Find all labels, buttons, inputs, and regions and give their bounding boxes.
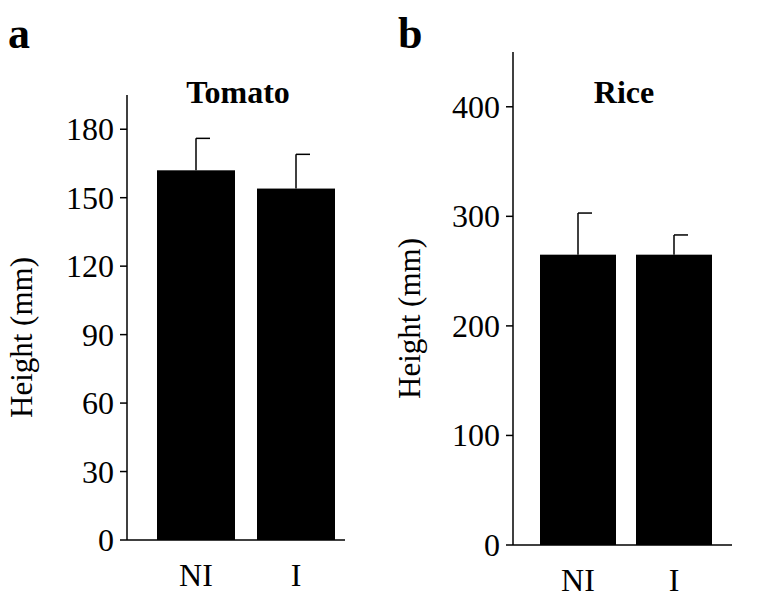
x-tick-label: I [669, 562, 680, 598]
error-stem [577, 213, 579, 255]
bar [257, 189, 335, 540]
x-tick-label: NI [179, 557, 213, 593]
panel-label: a [8, 9, 30, 58]
marks [540, 213, 712, 545]
y-tick [120, 197, 127, 199]
y-tick-label: 100 [452, 417, 500, 453]
y-tick-label: 0 [484, 527, 500, 563]
y-tick [120, 334, 127, 336]
y-tick-label: 180 [66, 111, 114, 147]
error-bar [296, 154, 310, 188]
y-tick-label: 60 [82, 385, 114, 421]
figure: a Tomato Height (mm) 0 30 60 90 120 150 180 NI Ib Ri… [0, 0, 769, 603]
bar [540, 255, 616, 545]
error-cap [674, 234, 688, 236]
x-axis-line [513, 544, 732, 546]
y-tick [506, 325, 513, 327]
error-cap [196, 138, 210, 140]
bar [157, 170, 235, 540]
y-tick [120, 539, 127, 541]
error-stem [673, 235, 675, 255]
marks [157, 138, 335, 540]
y-axis-label: Height (mm) [4, 257, 39, 418]
y-tick-label: 30 [82, 454, 114, 490]
x-axis-line [127, 539, 345, 541]
y-tick [506, 544, 513, 546]
y-tick [120, 471, 127, 473]
error-stem [295, 154, 297, 188]
y-tick-label: 120 [66, 248, 114, 284]
error-stem [195, 138, 197, 170]
y-tick-label: 0 [98, 522, 114, 558]
y-tick [506, 435, 513, 437]
chart-title: Rice [594, 74, 654, 110]
y-tick [120, 402, 127, 404]
y-tick [120, 265, 127, 267]
y-tick [506, 216, 513, 218]
y-axis-line [126, 95, 128, 540]
x-tick-label: NI [561, 562, 595, 598]
y-tick-label: 150 [66, 180, 114, 216]
y-tick-label: 300 [452, 198, 500, 234]
y-tick [120, 128, 127, 130]
y-axis-label: Height (mm) [392, 238, 427, 399]
y-tick-label: 400 [452, 89, 500, 125]
y-axis-line [512, 52, 514, 545]
panel-label: b [398, 9, 422, 58]
error-cap [296, 154, 310, 156]
y-tick [506, 106, 513, 108]
y-tick-label: 90 [82, 317, 114, 353]
chart-title: Tomato [186, 74, 290, 110]
error-bar [196, 138, 210, 170]
panel-1: b Rice Height (mm) 0 100 200 300 400 NI I [392, 9, 732, 598]
error-cap [578, 212, 592, 214]
bar [636, 255, 712, 545]
y-tick-label: 200 [452, 308, 500, 344]
panel-0: a Tomato Height (mm) 0 30 60 90 120 150 180 NI I [4, 9, 345, 593]
error-bar [674, 235, 688, 255]
error-bar [578, 213, 592, 255]
x-tick-label: I [291, 557, 302, 593]
